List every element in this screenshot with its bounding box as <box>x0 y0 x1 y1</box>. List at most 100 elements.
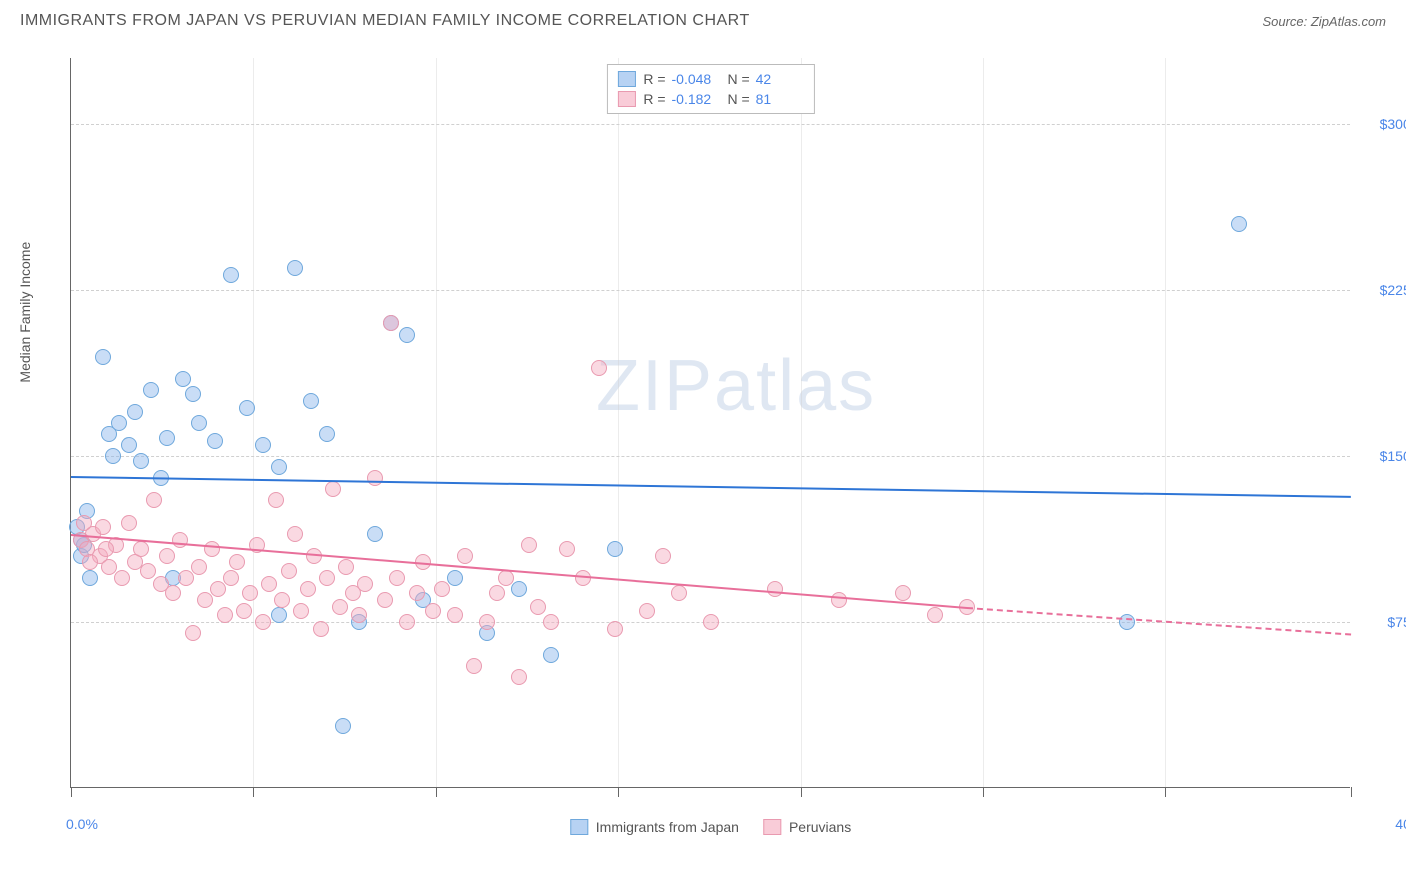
watermark: ZIPatlas <box>596 345 876 427</box>
data-point <box>335 718 351 734</box>
xtick <box>436 787 437 797</box>
data-point <box>767 581 783 597</box>
data-point <box>281 563 297 579</box>
data-point <box>332 599 348 615</box>
gridline-v <box>801 58 802 787</box>
data-point <box>159 430 175 446</box>
data-point <box>121 437 137 453</box>
data-point <box>434 581 450 597</box>
data-point <box>1231 216 1247 232</box>
data-point <box>185 386 201 402</box>
x-min-label: 0.0% <box>66 816 98 832</box>
data-point <box>607 541 623 557</box>
data-point <box>409 585 425 601</box>
data-point <box>511 669 527 685</box>
data-point <box>271 459 287 475</box>
chart-container: Median Family Income ZIPatlas R = -0.048… <box>50 50 1390 840</box>
data-point <box>655 548 671 564</box>
data-point <box>271 607 287 623</box>
data-point <box>367 470 383 486</box>
data-point <box>143 382 159 398</box>
data-point <box>927 607 943 623</box>
data-point <box>165 585 181 601</box>
data-point <box>185 625 201 641</box>
gridline-h <box>71 290 1350 291</box>
swatch-blue-icon <box>570 819 588 835</box>
data-point <box>105 448 121 464</box>
xtick <box>618 787 619 797</box>
data-point <box>303 393 319 409</box>
ytick-label: $75,000 <box>1358 614 1406 630</box>
data-point <box>175 371 191 387</box>
data-point <box>159 548 175 564</box>
data-point <box>489 585 505 601</box>
data-point <box>274 592 290 608</box>
data-point <box>210 581 226 597</box>
data-point <box>95 349 111 365</box>
gridline-h <box>71 124 1350 125</box>
data-point <box>607 621 623 637</box>
data-point <box>127 404 143 420</box>
data-point <box>229 554 245 570</box>
swatch-pink-icon <box>617 91 635 107</box>
data-point <box>367 526 383 542</box>
data-point <box>255 614 271 630</box>
data-point <box>82 554 98 570</box>
data-point <box>543 614 559 630</box>
data-point <box>217 607 233 623</box>
data-point <box>82 570 98 586</box>
data-point <box>223 267 239 283</box>
gridline-v <box>436 58 437 787</box>
data-point <box>639 603 655 619</box>
data-point <box>204 541 220 557</box>
data-point <box>521 537 537 553</box>
data-point <box>197 592 213 608</box>
xtick <box>1165 787 1166 797</box>
data-point <box>313 621 329 637</box>
data-point <box>236 603 252 619</box>
data-point <box>255 437 271 453</box>
gridline-v <box>253 58 254 787</box>
data-point <box>399 327 415 343</box>
plot-area: ZIPatlas R = -0.048 N = 42 R = -0.182 N … <box>70 58 1350 788</box>
data-point <box>591 360 607 376</box>
data-point <box>325 481 341 497</box>
data-point <box>287 260 303 276</box>
data-point <box>121 515 137 531</box>
data-point <box>559 541 575 557</box>
data-point <box>239 400 255 416</box>
swatch-pink-icon <box>763 819 781 835</box>
data-point <box>447 570 463 586</box>
data-point <box>178 570 194 586</box>
data-point <box>191 415 207 431</box>
data-point <box>133 541 149 557</box>
data-point <box>530 599 546 615</box>
chart-title: IMMIGRANTS FROM JAPAN VS PERUVIAN MEDIAN… <box>20 12 750 30</box>
data-point <box>377 592 393 608</box>
xtick <box>253 787 254 797</box>
data-point <box>457 548 473 564</box>
data-point <box>831 592 847 608</box>
ytick-label: $150,000 <box>1358 448 1406 464</box>
data-point <box>111 415 127 431</box>
legend-item-japan: Immigrants from Japan <box>570 819 739 835</box>
ytick-label: $300,000 <box>1358 116 1406 132</box>
data-point <box>389 570 405 586</box>
data-point <box>338 559 354 575</box>
data-point <box>357 576 373 592</box>
data-point <box>268 492 284 508</box>
data-point <box>466 658 482 674</box>
legend-row-peruvian: R = -0.182 N = 81 <box>617 89 803 109</box>
data-point <box>140 563 156 579</box>
data-point <box>399 614 415 630</box>
data-point <box>319 426 335 442</box>
data-point <box>511 581 527 597</box>
data-point <box>98 541 114 557</box>
xtick <box>983 787 984 797</box>
x-max-label: 40.0% <box>1395 816 1406 832</box>
data-point <box>133 453 149 469</box>
data-point <box>191 559 207 575</box>
legend-item-peruvian: Peruvians <box>763 819 851 835</box>
data-point <box>498 570 514 586</box>
data-point <box>543 647 559 663</box>
